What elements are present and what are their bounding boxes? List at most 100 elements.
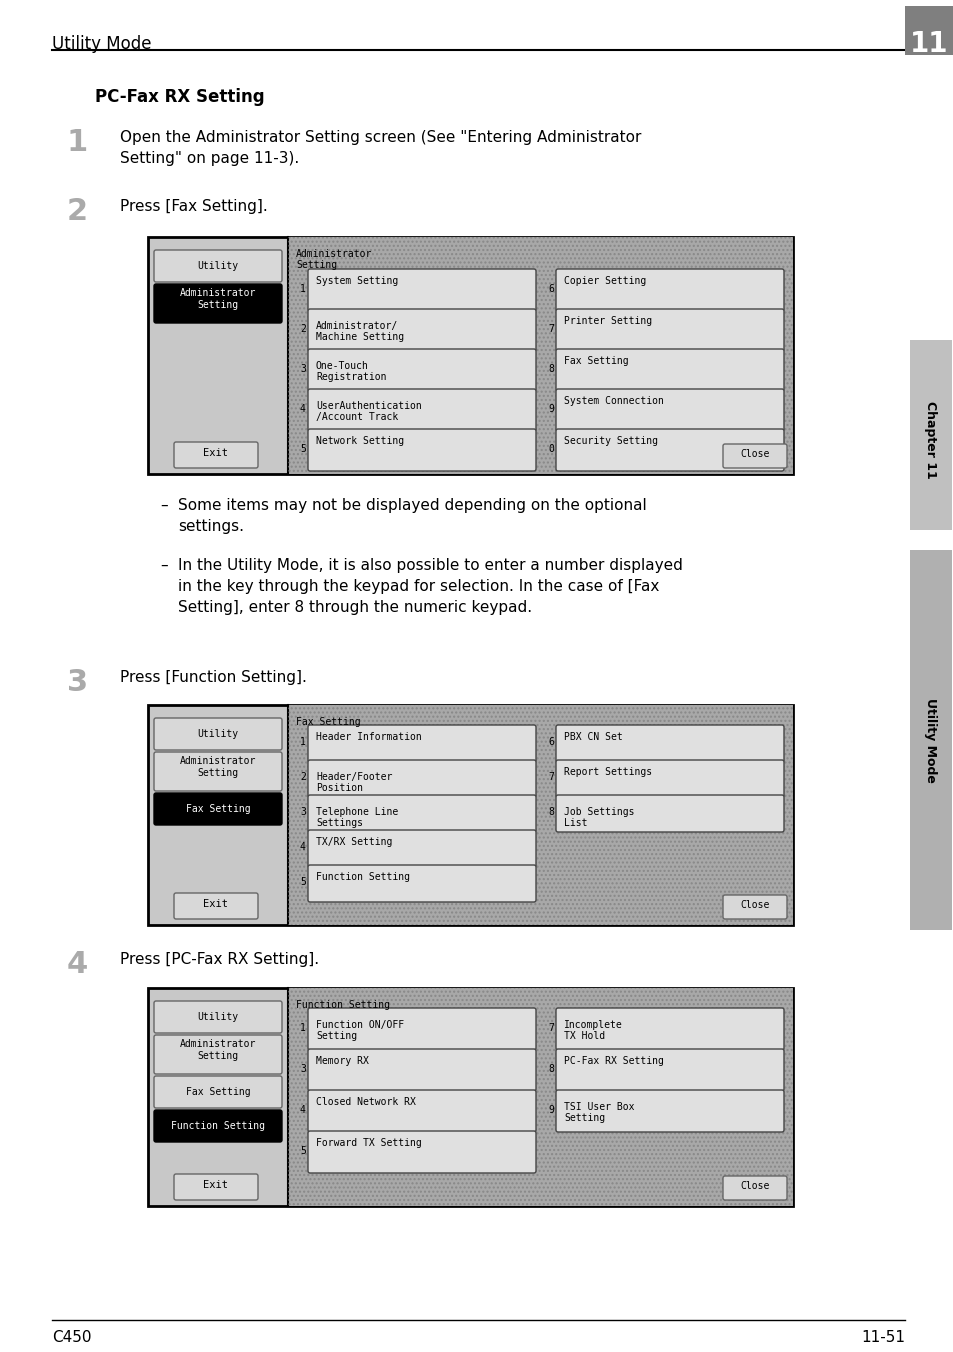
Text: 2: 2 xyxy=(299,324,306,334)
FancyBboxPatch shape xyxy=(308,725,536,763)
Text: Fax Setting: Fax Setting xyxy=(186,1087,250,1096)
Text: 1: 1 xyxy=(299,737,306,748)
FancyBboxPatch shape xyxy=(308,269,536,311)
Text: Close: Close xyxy=(740,1182,769,1191)
Text: –: – xyxy=(160,558,168,573)
Text: Function Setting: Function Setting xyxy=(171,1121,265,1132)
Text: Printer Setting: Printer Setting xyxy=(563,316,652,326)
FancyBboxPatch shape xyxy=(556,1049,783,1091)
Text: 1: 1 xyxy=(299,284,306,293)
FancyBboxPatch shape xyxy=(308,760,536,796)
Text: 4: 4 xyxy=(299,1105,306,1115)
Text: Fax Setting: Fax Setting xyxy=(295,717,360,727)
Text: Incomplete
TX Hold: Incomplete TX Hold xyxy=(563,1019,622,1041)
Bar xyxy=(909,339,951,530)
Text: Press [Function Setting].: Press [Function Setting]. xyxy=(120,671,307,685)
Text: Administrator
Setting: Administrator Setting xyxy=(179,756,256,777)
Text: Exit: Exit xyxy=(203,448,229,458)
Text: Memory RX: Memory RX xyxy=(315,1056,369,1065)
Bar xyxy=(148,237,792,475)
Text: 2: 2 xyxy=(67,197,88,226)
FancyBboxPatch shape xyxy=(556,795,783,831)
FancyBboxPatch shape xyxy=(308,1049,536,1091)
FancyBboxPatch shape xyxy=(308,865,536,902)
Text: Copier Setting: Copier Setting xyxy=(563,276,645,287)
Bar xyxy=(288,704,792,925)
Text: Fax Setting: Fax Setting xyxy=(563,356,628,366)
FancyBboxPatch shape xyxy=(556,269,783,311)
Bar xyxy=(288,237,792,475)
FancyBboxPatch shape xyxy=(556,389,783,431)
Text: Exit: Exit xyxy=(203,899,229,909)
Text: 3: 3 xyxy=(299,807,306,817)
Text: 8: 8 xyxy=(547,1064,554,1073)
Text: PC-Fax RX Setting: PC-Fax RX Setting xyxy=(95,88,264,105)
Text: Forward TX Setting: Forward TX Setting xyxy=(315,1138,421,1148)
Text: Utility: Utility xyxy=(197,1013,238,1022)
Text: 4: 4 xyxy=(67,950,89,979)
Text: 9: 9 xyxy=(547,404,554,414)
Bar xyxy=(288,988,792,1206)
Bar xyxy=(288,988,792,1206)
Text: Utility Mode: Utility Mode xyxy=(52,35,152,53)
Text: 6: 6 xyxy=(547,284,554,293)
Text: 8: 8 xyxy=(547,807,554,817)
Bar xyxy=(148,704,792,925)
FancyBboxPatch shape xyxy=(173,442,257,468)
FancyBboxPatch shape xyxy=(308,830,536,867)
Text: Function ON/OFF
Setting: Function ON/OFF Setting xyxy=(315,1019,404,1041)
Text: C450: C450 xyxy=(52,1330,91,1345)
FancyBboxPatch shape xyxy=(308,429,536,470)
FancyBboxPatch shape xyxy=(153,250,282,283)
Text: Network Setting: Network Setting xyxy=(315,435,404,446)
Text: PC-Fax RX Setting: PC-Fax RX Setting xyxy=(563,1056,663,1065)
Text: Close: Close xyxy=(740,449,769,458)
FancyBboxPatch shape xyxy=(153,1110,282,1142)
Text: Utility: Utility xyxy=(197,261,238,270)
FancyBboxPatch shape xyxy=(308,389,536,431)
Text: One-Touch
Registration: One-Touch Registration xyxy=(315,361,386,383)
FancyBboxPatch shape xyxy=(308,349,536,391)
Text: 3: 3 xyxy=(299,364,306,375)
Text: 2: 2 xyxy=(299,772,306,781)
Text: 7: 7 xyxy=(547,324,554,334)
Text: PBX CN Set: PBX CN Set xyxy=(563,731,622,742)
Text: Closed Network RX: Closed Network RX xyxy=(315,1096,416,1107)
Text: Report Settings: Report Settings xyxy=(563,767,652,777)
FancyBboxPatch shape xyxy=(556,310,783,352)
FancyBboxPatch shape xyxy=(556,725,783,763)
Text: 9: 9 xyxy=(547,1105,554,1115)
Bar xyxy=(288,704,792,925)
Text: Open the Administrator Setting screen (See "Entering Administrator
Setting" on p: Open the Administrator Setting screen (S… xyxy=(120,130,640,166)
FancyBboxPatch shape xyxy=(722,1176,786,1201)
Text: UserAuthentication
/Account Track: UserAuthentication /Account Track xyxy=(315,402,421,422)
FancyBboxPatch shape xyxy=(173,894,257,919)
FancyBboxPatch shape xyxy=(556,429,783,470)
FancyBboxPatch shape xyxy=(153,794,282,825)
FancyBboxPatch shape xyxy=(153,1076,282,1109)
FancyBboxPatch shape xyxy=(173,1174,257,1201)
Text: Administrator/
Machine Setting: Administrator/ Machine Setting xyxy=(315,320,404,342)
Text: In the Utility Mode, it is also possible to enter a number displayed
in the key : In the Utility Mode, it is also possible… xyxy=(178,558,682,615)
FancyBboxPatch shape xyxy=(308,795,536,831)
Text: Header Information: Header Information xyxy=(315,731,421,742)
Text: 7: 7 xyxy=(547,772,554,781)
FancyBboxPatch shape xyxy=(556,349,783,391)
Text: Some items may not be displayed depending on the optional
settings.: Some items may not be displayed dependin… xyxy=(178,498,646,534)
FancyBboxPatch shape xyxy=(153,718,282,750)
Text: 5: 5 xyxy=(299,1146,306,1156)
Text: Administrator
Setting: Administrator Setting xyxy=(295,249,372,270)
FancyBboxPatch shape xyxy=(153,284,282,323)
FancyBboxPatch shape xyxy=(722,443,786,468)
Text: Administrator
Setting: Administrator Setting xyxy=(179,1040,256,1061)
Text: System Setting: System Setting xyxy=(315,276,397,287)
Text: TSI User Box
Setting: TSI User Box Setting xyxy=(563,1102,634,1124)
FancyBboxPatch shape xyxy=(153,1000,282,1033)
Text: 4: 4 xyxy=(299,404,306,414)
Text: Job Settings
List: Job Settings List xyxy=(563,807,634,829)
Text: –: – xyxy=(160,498,168,512)
FancyBboxPatch shape xyxy=(556,760,783,796)
Text: 5: 5 xyxy=(299,443,306,454)
Text: Fax Setting: Fax Setting xyxy=(186,804,250,814)
FancyBboxPatch shape xyxy=(722,895,786,919)
